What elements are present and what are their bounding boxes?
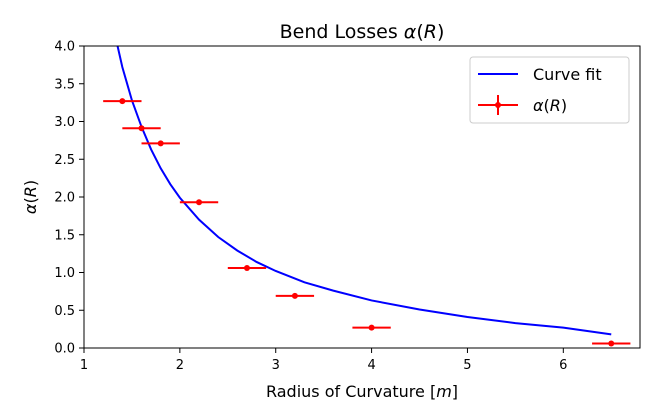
y-tick-label: 0.0 bbox=[54, 342, 75, 357]
y-tick-label: 2.5 bbox=[54, 153, 75, 168]
x-tick-label: 5 bbox=[463, 358, 471, 373]
y-tick-label: 0.5 bbox=[54, 304, 75, 319]
data-point bbox=[368, 324, 375, 331]
y-tick-label: 4.0 bbox=[54, 40, 75, 55]
data-point bbox=[138, 125, 145, 132]
legend-label: α(R) bbox=[533, 96, 567, 115]
y-tick-label: 1.5 bbox=[54, 228, 75, 243]
y-tick-label: 3.0 bbox=[54, 115, 75, 130]
y-axis-label: α(R) bbox=[21, 180, 40, 214]
plot-area: 1 2 3 4 5 6 0.0 0.5 1.0 1.5 2.0 2.5 3.0 3.5 4.0 bbox=[54, 40, 641, 373]
data-point bbox=[291, 292, 298, 299]
y-tick-label: 1.0 bbox=[54, 266, 75, 281]
x-tick-label: 1 bbox=[80, 358, 88, 373]
x-tick-label: 4 bbox=[367, 358, 375, 373]
x-tick-label: 3 bbox=[272, 358, 280, 373]
data-point bbox=[243, 264, 250, 271]
legend: Curve fit α(R) bbox=[469, 56, 630, 124]
y-tick-label: 2.0 bbox=[54, 191, 75, 206]
curve-fit-line bbox=[116, 46, 612, 336]
data-point bbox=[157, 140, 164, 147]
y-tick-label: 3.5 bbox=[54, 77, 75, 92]
data-point bbox=[119, 98, 126, 105]
x-axis-label: Radius of Curvature [m] bbox=[266, 382, 458, 401]
x-tick-label: 2 bbox=[176, 358, 184, 373]
data-point bbox=[608, 340, 615, 347]
legend-marker bbox=[495, 102, 501, 108]
data-point bbox=[196, 199, 203, 206]
legend-label: Curve fit bbox=[533, 65, 602, 84]
x-tick-label: 6 bbox=[559, 358, 567, 373]
axes-frame bbox=[83, 45, 641, 349]
chart-title: Bend Losses α(R) bbox=[280, 21, 445, 43]
